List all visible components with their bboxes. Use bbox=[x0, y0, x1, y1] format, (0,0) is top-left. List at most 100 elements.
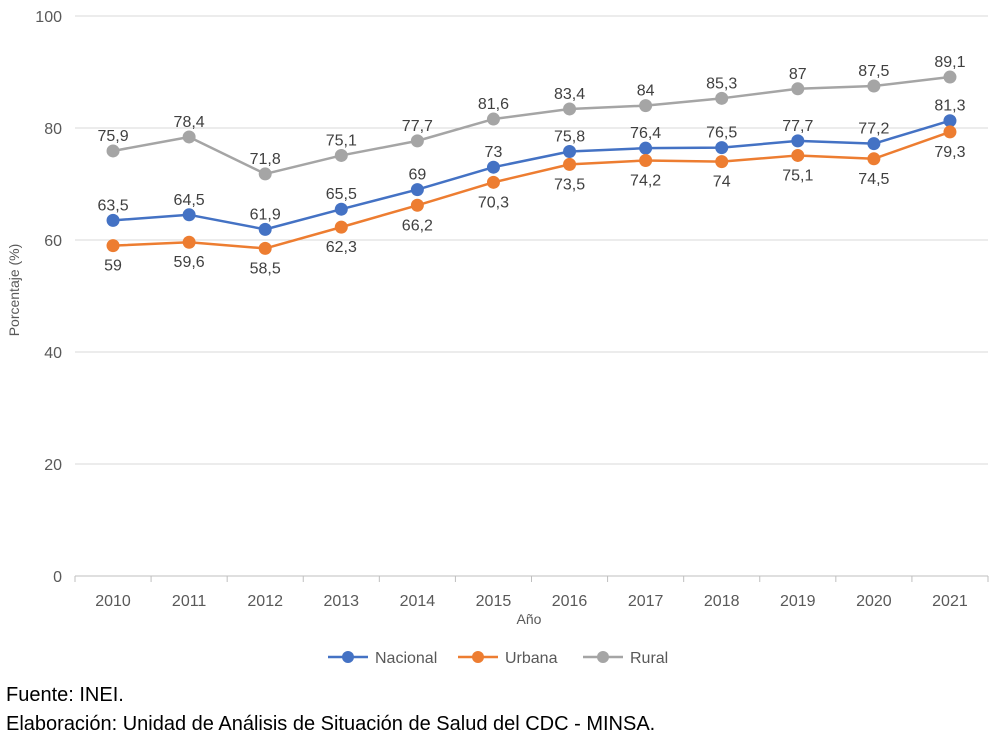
data-label-nacional: 61,9 bbox=[250, 206, 281, 223]
source-note: Fuente: INEI. bbox=[6, 684, 124, 706]
data-label-rural: 77,7 bbox=[402, 118, 433, 135]
legend-marker-rural bbox=[597, 651, 609, 663]
data-point-rural bbox=[867, 79, 881, 93]
data-label-nacional: 77,2 bbox=[858, 121, 889, 138]
data-point-rural bbox=[486, 112, 500, 126]
legend-marker-nacional bbox=[342, 651, 354, 663]
data-point-nacional bbox=[715, 141, 729, 155]
data-point-urbana bbox=[258, 241, 272, 255]
data-label-urbana: 58,5 bbox=[250, 260, 281, 277]
data-point-nacional bbox=[943, 114, 957, 128]
data-label-rural: 84 bbox=[637, 83, 655, 100]
data-label-nacional: 81,3 bbox=[934, 98, 965, 115]
data-point-rural bbox=[943, 70, 957, 84]
data-point-urbana bbox=[867, 152, 881, 166]
x-tick-label: 2010 bbox=[95, 593, 131, 610]
data-label-urbana: 59 bbox=[104, 258, 122, 275]
series-line-rural bbox=[112, 75, 951, 176]
x-tick-label: 2017 bbox=[628, 593, 664, 610]
data-label-nacional: 65,5 bbox=[326, 186, 357, 203]
data-label-rural: 83,4 bbox=[554, 86, 585, 103]
data-label-urbana: 74 bbox=[713, 174, 731, 191]
data-label-urbana: 66,2 bbox=[402, 217, 433, 234]
data-label-rural: 85,3 bbox=[706, 75, 737, 92]
data-point-urbana bbox=[486, 175, 500, 189]
series-group bbox=[106, 70, 957, 255]
data-label-urbana: 62,3 bbox=[326, 239, 357, 256]
data-label-nacional: 76,4 bbox=[630, 125, 661, 142]
data-point-rural bbox=[639, 99, 653, 113]
data-label-urbana: 79,3 bbox=[934, 144, 965, 161]
legend-label-rural: Rural bbox=[630, 650, 668, 667]
y-tick-label: 80 bbox=[44, 121, 62, 138]
data-point-urbana bbox=[182, 235, 196, 249]
y-axis-title: Porcentaje (%) bbox=[6, 244, 22, 337]
x-tick-label: 2019 bbox=[780, 593, 816, 610]
y-tick-label: 40 bbox=[44, 345, 62, 362]
data-point-nacional bbox=[791, 134, 805, 148]
data-label-rural: 87 bbox=[789, 66, 807, 83]
data-point-rural bbox=[334, 148, 348, 162]
data-label-nacional: 64,5 bbox=[174, 192, 205, 209]
data-point-nacional bbox=[486, 160, 500, 174]
x-tick-label: 2013 bbox=[323, 593, 359, 610]
data-point-nacional bbox=[182, 208, 196, 222]
data-point-urbana bbox=[563, 157, 577, 171]
series-line-nacional bbox=[112, 119, 951, 231]
axes: 0 20 40 60 80 100 2010 2011 2012 2013 2014 2015 2016… bbox=[35, 9, 989, 610]
x-tick-label: 2015 bbox=[476, 593, 512, 610]
data-label-urbana: 75,1 bbox=[782, 167, 813, 184]
data-point-urbana bbox=[639, 153, 653, 167]
x-tick-label: 2016 bbox=[552, 593, 588, 610]
data-label-urbana: 73,5 bbox=[554, 176, 585, 193]
data-label-urbana: 70,3 bbox=[478, 194, 509, 211]
data-label-nacional: 63,5 bbox=[97, 197, 128, 214]
gridlines bbox=[75, 15, 988, 465]
data-point-rural bbox=[258, 167, 272, 181]
x-tick-label: 2020 bbox=[856, 593, 892, 610]
data-label-rural: 89,1 bbox=[934, 54, 965, 71]
data-point-rural bbox=[106, 144, 120, 158]
x-tick-label: 2018 bbox=[704, 593, 740, 610]
x-tick-label: 2011 bbox=[172, 593, 207, 610]
y-tick-label: 60 bbox=[44, 233, 62, 250]
data-label-rural: 75,9 bbox=[97, 128, 128, 145]
x-tick-label: 2014 bbox=[400, 593, 436, 610]
data-point-urbana bbox=[791, 148, 805, 162]
data-label-nacional: 73 bbox=[485, 144, 503, 161]
legend: Nacional Urbana Rural bbox=[328, 650, 668, 667]
data-point-rural bbox=[715, 91, 729, 105]
data-point-rural bbox=[563, 102, 577, 116]
credit-note: Elaboración: Unidad de Análisis de Situa… bbox=[6, 713, 656, 735]
data-point-urbana bbox=[943, 125, 957, 139]
data-label-rural: 75,1 bbox=[326, 132, 357, 149]
data-point-nacional bbox=[563, 145, 577, 159]
y-tick-label: 100 bbox=[35, 9, 62, 26]
data-label-nacional: 77,7 bbox=[782, 118, 813, 135]
data-label-nacional: 75,8 bbox=[554, 129, 585, 146]
data-point-nacional bbox=[410, 183, 424, 197]
x-tick-label: 2021 bbox=[932, 593, 968, 610]
legend-label-urbana: Urbana bbox=[505, 650, 558, 667]
data-label-urbana: 59,6 bbox=[174, 254, 205, 271]
data-point-nacional bbox=[106, 213, 120, 227]
y-tick-label: 20 bbox=[44, 457, 62, 474]
data-label-nacional: 69 bbox=[408, 167, 426, 184]
data-label-rural: 87,5 bbox=[858, 63, 889, 80]
x-tick-label: 2012 bbox=[247, 593, 283, 610]
chart: 0 20 40 60 80 100 2010 2011 2012 2013 2014 2015 2016… bbox=[6, 9, 989, 667]
data-point-rural bbox=[182, 130, 196, 144]
data-labels: 63,5 64,5 61,9 65,5 69 73 75,8 76,4 76,5 77,7 77,2… bbox=[97, 54, 965, 277]
legend-label-nacional: Nacional bbox=[375, 650, 437, 667]
data-point-nacional bbox=[867, 137, 881, 151]
data-point-nacional bbox=[334, 202, 348, 216]
data-point-urbana bbox=[106, 239, 120, 253]
data-label-rural: 78,4 bbox=[174, 114, 205, 131]
data-point-nacional bbox=[258, 222, 272, 236]
data-label-rural: 71,8 bbox=[250, 151, 281, 168]
legend-marker-urbana bbox=[472, 651, 484, 663]
data-point-urbana bbox=[715, 155, 729, 169]
series-line-urbana bbox=[112, 130, 951, 250]
x-axis-title: Año bbox=[517, 611, 542, 627]
data-point-nacional bbox=[639, 141, 653, 155]
